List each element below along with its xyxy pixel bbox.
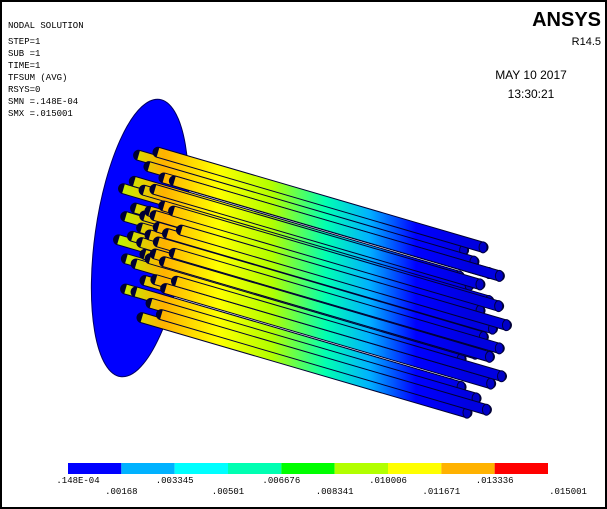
info-title: NODAL SOLUTION bbox=[8, 21, 84, 31]
legend-band bbox=[441, 463, 494, 474]
legend-label: .006676 bbox=[262, 476, 300, 486]
logo: ANSYS bbox=[532, 9, 601, 31]
legend-label: .015001 bbox=[549, 487, 587, 497]
legend-label: .008341 bbox=[316, 487, 354, 497]
legend-band bbox=[281, 463, 334, 474]
legend-label: .010006 bbox=[369, 476, 407, 486]
legend-band bbox=[388, 463, 441, 474]
legend-label: .011671 bbox=[422, 487, 460, 497]
rod-end bbox=[497, 371, 505, 382]
rod-end bbox=[482, 404, 490, 415]
legend-band bbox=[495, 463, 548, 474]
rod-end bbox=[479, 242, 487, 253]
rod-end bbox=[485, 351, 493, 362]
page: NODAL SOLUTION STEP=1 SUB =1 TIME=1 TFSUM (… bbox=[0, 0, 607, 509]
rod-end bbox=[487, 378, 495, 389]
info-line: STEP=1 bbox=[8, 37, 40, 47]
legend-band bbox=[121, 463, 174, 474]
rod-end bbox=[476, 279, 484, 290]
legend-label: .003345 bbox=[156, 476, 194, 486]
info-line: SMX =.015001 bbox=[8, 109, 73, 119]
legend-band bbox=[228, 463, 281, 474]
info-line: RSYS=0 bbox=[8, 85, 40, 95]
date: MAY 10 2017 bbox=[495, 68, 567, 82]
legend-band bbox=[175, 463, 228, 474]
time: 13:30:21 bbox=[508, 87, 555, 101]
legend-label: .013336 bbox=[476, 476, 514, 486]
info-line: TIME=1 bbox=[8, 61, 40, 71]
rod-end bbox=[502, 320, 510, 331]
rod-end bbox=[495, 301, 503, 312]
legend-label: .00168 bbox=[105, 487, 137, 497]
info-line: TFSUM (AVG) bbox=[8, 73, 67, 83]
rod-end bbox=[495, 343, 503, 354]
info-line: SMN =.148E-04 bbox=[8, 97, 78, 107]
info-line: SUB =1 bbox=[8, 49, 40, 59]
legend-band bbox=[335, 463, 388, 474]
legend-label: .00501 bbox=[212, 487, 244, 497]
ansys-view: NODAL SOLUTION STEP=1 SUB =1 TIME=1 TFSUM (… bbox=[0, 0, 607, 509]
rod-end bbox=[495, 270, 503, 281]
legend-band bbox=[68, 463, 121, 474]
release: R14.5 bbox=[572, 36, 601, 48]
legend-label: .148E-04 bbox=[56, 476, 99, 486]
